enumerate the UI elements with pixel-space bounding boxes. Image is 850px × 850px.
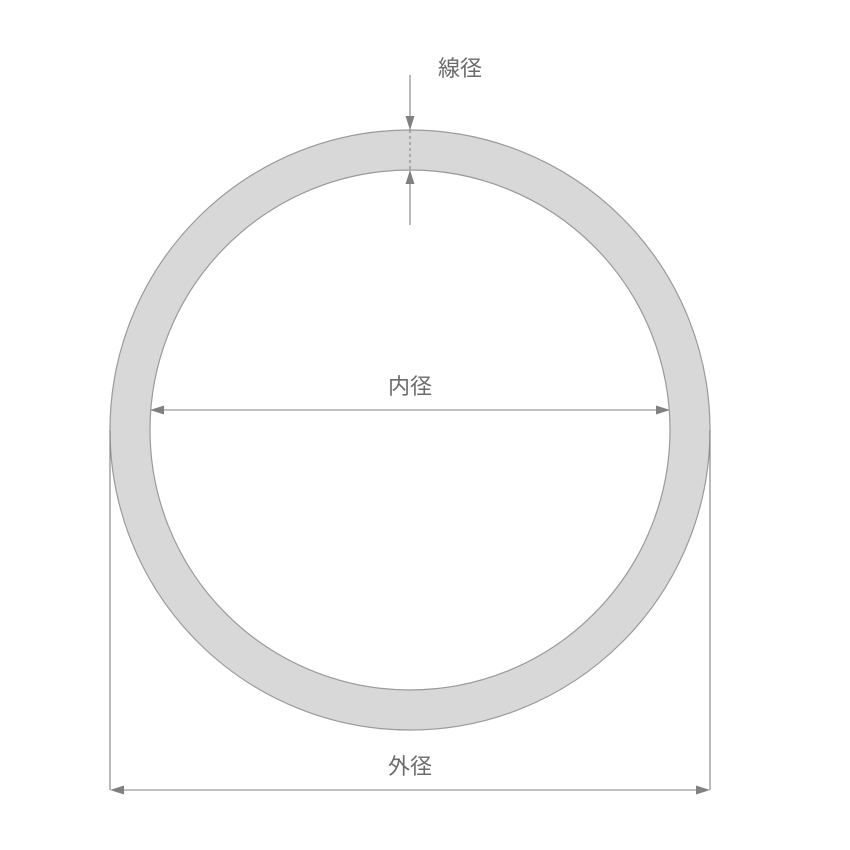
- inner-diameter-label: 内径: [388, 369, 432, 401]
- outer-diameter-label: 外径: [388, 749, 432, 781]
- oring-dimension-diagram: 線径内径外径: [0, 0, 850, 850]
- arrow-head: [406, 170, 415, 184]
- arrow-head: [656, 406, 670, 415]
- arrow-head: [406, 116, 415, 130]
- arrow-head: [150, 406, 164, 415]
- arrow-head: [110, 786, 124, 795]
- wire-diameter-label: 線径: [438, 51, 482, 83]
- arrow-head: [696, 786, 710, 795]
